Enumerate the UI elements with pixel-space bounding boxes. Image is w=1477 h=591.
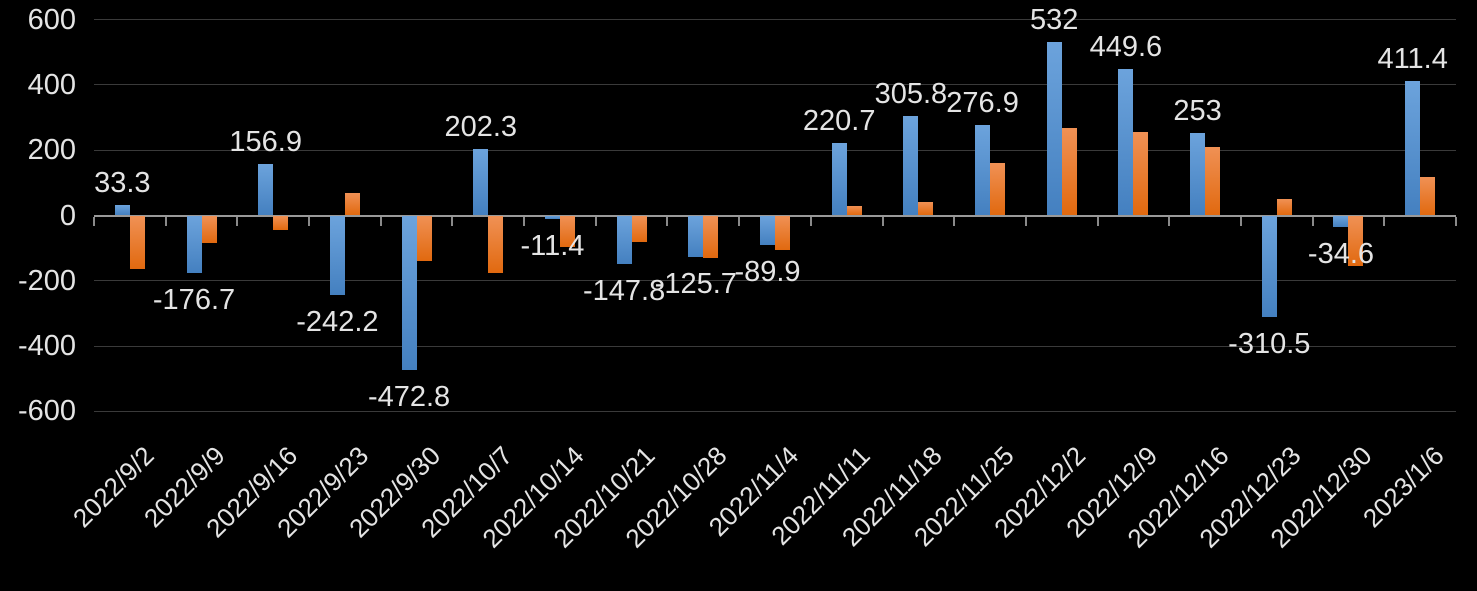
data-label: 276.9 xyxy=(946,87,1019,120)
blue-bar-2022/11/18 xyxy=(903,115,919,216)
data-label: 411.4 xyxy=(1377,43,1448,76)
data-label: -472.8 xyxy=(367,380,451,413)
axis-tick xyxy=(953,216,956,226)
axis-tick xyxy=(1096,216,1099,226)
data-label: 253 xyxy=(1173,94,1222,127)
orange-bar-2022/11/4 xyxy=(775,215,790,251)
orange-bar-2022/9/9 xyxy=(201,215,217,244)
axis-tick xyxy=(164,216,167,226)
orange-bar-2022/11/25 xyxy=(990,162,1006,216)
gridline xyxy=(94,149,1456,151)
data-label: 220.7 xyxy=(802,105,876,138)
data-label: -125.7 xyxy=(654,267,737,300)
axis-tick xyxy=(523,216,526,226)
blue-bar-2022/11/4 xyxy=(760,215,775,245)
blue-bar-2022/12/30 xyxy=(1333,215,1349,227)
data-label: -147.8 xyxy=(583,274,666,307)
data-label: -176.7 xyxy=(152,284,236,317)
axis-tick xyxy=(1455,216,1457,226)
orange-bar-2022/11/18 xyxy=(918,202,934,216)
axis-tick xyxy=(1024,216,1027,226)
blue-bar-2022/10/28 xyxy=(688,215,704,257)
axis-tick xyxy=(1311,216,1314,226)
blue-bar-2022/12/16 xyxy=(1190,132,1206,216)
blue-bar-2022/10/7 xyxy=(473,149,489,216)
blue-bar-2022/9/9 xyxy=(186,215,202,274)
data-label: 33.3 xyxy=(94,166,151,199)
y-axis-tick-label: 0 xyxy=(59,199,76,232)
axis-tick xyxy=(666,216,669,226)
gridline xyxy=(94,410,1456,412)
data-label: 532 xyxy=(1030,3,1079,36)
orange-bar-2022/12/9 xyxy=(1133,132,1149,216)
blue-bar-2022/11/25 xyxy=(975,125,991,216)
y-axis-tick-label: -200 xyxy=(17,264,76,297)
blue-bar-2022/9/16 xyxy=(258,164,274,216)
axis-tick xyxy=(881,216,884,226)
blue-bar-2022/11/11 xyxy=(831,143,847,216)
axis-tick xyxy=(1168,216,1171,226)
orange-bar-2022/12/2 xyxy=(1061,128,1077,216)
data-label: -11.4 xyxy=(520,230,585,263)
gridline xyxy=(94,280,1456,282)
axis-tick xyxy=(1383,216,1386,226)
blue-bar-2022/9/30 xyxy=(401,215,417,370)
data-label: 305.8 xyxy=(874,77,948,110)
orange-bar-2022/9/2 xyxy=(129,215,145,269)
gridline xyxy=(94,345,1456,347)
axis-tick xyxy=(809,216,812,226)
orange-bar-2023/1/6 xyxy=(1420,177,1436,216)
axis-tick xyxy=(451,216,454,226)
orange-bar-2022/11/11 xyxy=(846,205,862,216)
orange-bar-2022/12/16 xyxy=(1205,146,1221,216)
blue-bar-2022/12/9 xyxy=(1118,68,1134,216)
data-label: -34.6 xyxy=(1307,237,1375,270)
orange-bar-2022/10/14 xyxy=(559,215,575,247)
blue-bar-2022/9/23 xyxy=(329,215,345,295)
y-axis-tick-label: -400 xyxy=(17,330,76,363)
orange-bar-2022/12/23 xyxy=(1276,199,1292,216)
orange-bar-2022/9/16 xyxy=(273,215,289,231)
orange-bar-2022/9/30 xyxy=(416,215,432,262)
data-label: -242.2 xyxy=(296,305,379,338)
blue-bar-2022/9/2 xyxy=(114,204,130,216)
data-label: 202.3 xyxy=(444,111,518,144)
axis-tick xyxy=(594,216,597,226)
axis-tick xyxy=(379,216,382,226)
blue-bar-2022/10/21 xyxy=(616,215,632,264)
data-label: 449.6 xyxy=(1089,30,1163,63)
gridline xyxy=(94,84,1456,86)
gridline xyxy=(94,19,1456,21)
axis-tick xyxy=(308,216,311,226)
axis-tick xyxy=(1239,216,1242,226)
data-label: 156.9 xyxy=(229,126,302,159)
orange-bar-2022/10/21 xyxy=(631,215,647,242)
orange-bar-2022/10/7 xyxy=(488,215,504,274)
orange-bar-2022/9/23 xyxy=(344,193,360,216)
blue-bar-2022/12/23 xyxy=(1261,215,1277,317)
y-axis-tick-label: 400 xyxy=(27,68,76,101)
axis-tick xyxy=(236,216,239,226)
y-axis-tick-label: 600 xyxy=(27,3,76,36)
axis-tick xyxy=(738,216,741,226)
y-axis-tick-label: 200 xyxy=(27,134,76,167)
orange-bar-2022/10/28 xyxy=(703,215,719,259)
blue-bar-2022/10/14 xyxy=(544,215,560,220)
blue-bar-2022/12/2 xyxy=(1046,41,1062,216)
data-label: -89.9 xyxy=(734,255,801,288)
blue-bar-2023/1/6 xyxy=(1405,81,1421,216)
data-label: -310.5 xyxy=(1228,327,1311,360)
axis-tick xyxy=(93,216,95,226)
y-axis-tick-label: -600 xyxy=(17,395,76,428)
orange-bar-2022/12/30 xyxy=(1348,215,1364,266)
